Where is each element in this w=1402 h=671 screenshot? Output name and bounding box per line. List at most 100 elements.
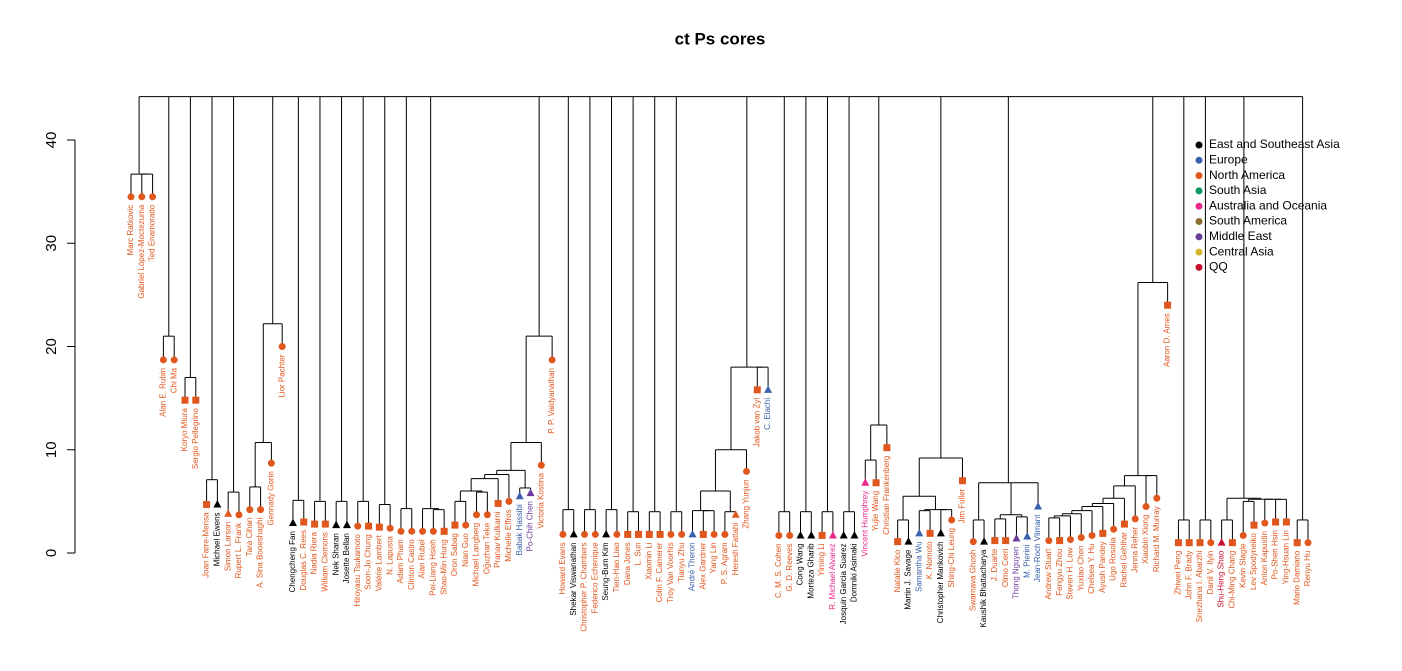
leaf-label: Gennady Gorin <box>266 471 275 525</box>
leaf-label: Nian Guo <box>461 533 470 567</box>
leaf-marker <box>1282 518 1290 526</box>
leaf-label: Anton Kapustin <box>1260 531 1269 585</box>
legend-text: East and Southeast Asia <box>1209 137 1340 151</box>
leaf-marker <box>613 530 621 538</box>
leaf-marker <box>149 193 157 201</box>
leaf-marker <box>678 530 686 538</box>
leaf-marker <box>537 461 545 469</box>
leaf-label: Clinton Castro <box>407 539 416 590</box>
leaf-label: Tien-Hao Liao <box>612 542 621 593</box>
leaf-marker <box>958 477 966 485</box>
leaf-label: Rupert L. Frank <box>234 522 243 579</box>
leaf-marker <box>796 530 805 539</box>
leaf-label: Colin F. Camerer <box>655 542 664 602</box>
leaf-label: Seung-Bum Kim <box>601 542 610 601</box>
leaf-label: Victoria Kostina <box>536 473 545 529</box>
leaf-marker <box>667 530 675 538</box>
leaf-marker <box>818 531 826 539</box>
leaf-marker <box>548 356 556 364</box>
leaf-marker <box>828 530 837 539</box>
leaf-label: Danil V. Ilyin <box>1206 551 1215 595</box>
leaf-marker <box>1045 537 1053 545</box>
leaf-label: Hiroyasu Tsukamoto <box>353 534 362 607</box>
leaf-label: Shekar Viswanathan <box>569 542 578 615</box>
leaf-label: Michael Ewens <box>212 512 221 566</box>
leaf-marker <box>462 521 470 529</box>
leaf-marker <box>257 506 265 514</box>
y-tick-label: 20 <box>43 338 60 355</box>
legend-text: Middle East <box>1209 229 1272 243</box>
leaf-label: P. S. Agram <box>720 542 729 584</box>
leaf-label: Simon Larson <box>223 522 232 571</box>
leaf-marker <box>883 444 891 452</box>
leaf-label: Christopher P. Chambers <box>580 542 589 631</box>
y-tick-label: 30 <box>43 235 60 252</box>
leaf-label: Chi Ma <box>169 367 178 393</box>
legend-swatch <box>1195 218 1203 225</box>
leaf-marker <box>138 193 146 201</box>
leaf-label: Andrew Stuart <box>1044 548 1053 599</box>
leaf-label: Lev Spodyneiko <box>1249 533 1258 590</box>
leaf-marker <box>775 531 783 539</box>
leaf-label: R. Michael Alvarez <box>828 543 837 609</box>
leaf-label: Tianyu Zhu <box>677 542 686 582</box>
leaf-marker <box>365 522 373 530</box>
leaf-marker <box>1153 494 1161 502</box>
y-tick-label: 10 <box>43 441 60 458</box>
leaf-label: Martin J. Savage <box>904 549 913 610</box>
leaf-label: Rachel Gehlhar <box>1120 532 1129 588</box>
leaf-label: Ayush Pandey <box>1098 541 1107 592</box>
leaf-label: Po-Shen Hsin <box>1271 530 1280 579</box>
leaf-label: Nek Sharan <box>331 533 340 575</box>
leaf-label: Yuxiao Chen <box>1076 546 1085 591</box>
leaf-marker <box>850 530 859 539</box>
leaf-label: Christopher Mankovich <box>936 541 945 623</box>
leaf-label: Oğuzhan Teke <box>482 522 491 574</box>
leaf-marker <box>288 518 297 527</box>
leaf-label: Steven H. Low <box>1066 547 1075 599</box>
leaf-label: Pranav Kulkarni <box>493 511 502 568</box>
legend-text: Australia and Oceania <box>1209 198 1327 212</box>
leaf-marker <box>332 520 341 529</box>
leaf-marker <box>1088 531 1096 539</box>
leaf-label: Dana Jones <box>623 542 632 585</box>
leaf-marker <box>267 459 275 467</box>
leaf-marker <box>926 529 934 537</box>
leaf-marker <box>1002 537 1010 545</box>
leaf-label: Cong Wang <box>796 543 805 585</box>
leaf-label: J. Duarte <box>990 548 999 581</box>
leaf-label: Babak Hassibi <box>515 504 524 555</box>
leaf-label: Samantha Wu <box>914 541 923 592</box>
leaf-label: N. Lapusta <box>385 536 394 575</box>
leaf-marker <box>936 528 945 537</box>
legend-swatch <box>1195 141 1203 149</box>
leaf-marker <box>1012 534 1021 542</box>
leaf-label: Pei-Liang Hsieh <box>428 539 437 595</box>
leaf-label: Lior Pachter <box>277 354 286 397</box>
leaf-marker <box>1056 537 1064 545</box>
leaf-label: Valérie Lambert <box>374 534 383 591</box>
leaf-label: Adam Pham <box>396 539 405 583</box>
leaf-label: William Clemons <box>320 532 329 592</box>
leaf-label: Olmo Cerri <box>1001 548 1010 587</box>
leaf-label: Ted Enamorado <box>148 204 157 261</box>
legend-text: South Asia <box>1209 183 1267 197</box>
leaf-label: Vincent Humphrey <box>860 491 869 557</box>
leaf-label: Alan Rubel <box>418 539 427 578</box>
leaf-marker <box>321 520 329 528</box>
leaf-label: Mario Damiano <box>1292 550 1301 605</box>
legend-swatch <box>1195 202 1203 210</box>
leaf-marker <box>581 530 589 538</box>
leaf-marker <box>1272 518 1280 526</box>
leaf-marker <box>127 193 135 201</box>
leaf-label: Richard M. Murray <box>1152 506 1161 572</box>
leaf-marker <box>386 524 394 532</box>
legend-swatch <box>1195 263 1203 271</box>
leaf-marker <box>624 530 632 538</box>
leaf-marker <box>731 510 740 518</box>
leaf-label: Chengcheng Fan <box>288 531 297 592</box>
leaf-label: Kevin Slagle <box>1238 543 1247 588</box>
leaf-marker <box>1023 531 1032 540</box>
